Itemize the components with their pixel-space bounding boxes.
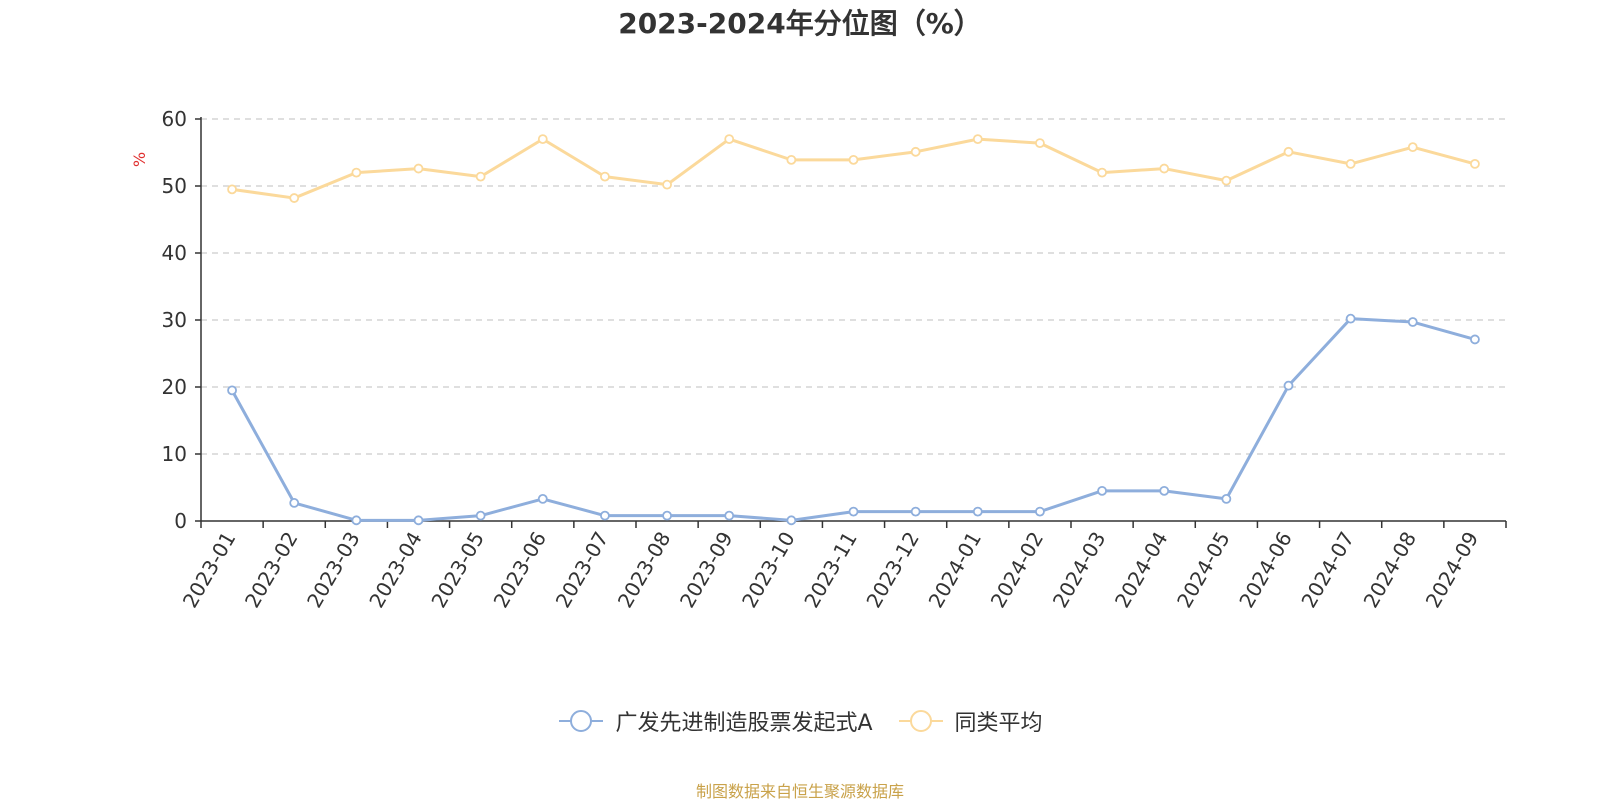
data-source-note: 制图数据来自恒生聚源数据库 <box>695 782 904 801</box>
x-tick-label-6: 2023-07 <box>551 528 614 612</box>
series-1-point-18 <box>1345 158 1356 169</box>
series-0-point-18 <box>1345 313 1356 324</box>
x-tick-label-20: 2024-09 <box>1421 528 1484 612</box>
x-tick-label-18: 2024-07 <box>1296 528 1359 612</box>
x-tick-label-16: 2024-05 <box>1172 528 1235 612</box>
series-1-point-6 <box>600 171 610 182</box>
series-0-point-13 <box>1035 506 1045 517</box>
x-tick-label-9: 2023-10 <box>737 528 800 612</box>
series-0-point-0 <box>227 385 237 396</box>
series-line-0 <box>230 317 1476 522</box>
series-0-point-11 <box>910 506 921 517</box>
series-1-point-5 <box>537 134 548 145</box>
series-0-point-14 <box>1097 485 1107 496</box>
series-0-point-20 <box>1470 334 1480 345</box>
series-0-point-3 <box>413 515 424 526</box>
series-0-point-2 <box>351 515 362 526</box>
series-0-point-1 <box>289 498 300 508</box>
legend: 广发先进制造股票发起式A 同类平均 <box>0 705 1600 737</box>
x-tick-label-14: 2024-03 <box>1048 528 1111 612</box>
series-1-point-4 <box>475 171 486 182</box>
y-tick-label-5: 50 <box>162 174 187 198</box>
series-1-point-2 <box>351 167 362 178</box>
series-1-point-8 <box>724 134 735 145</box>
x-tick-label-10: 2023-11 <box>799 528 862 612</box>
x-tick-label-17: 2024-06 <box>1234 528 1297 612</box>
series-1-point-13 <box>1035 138 1045 149</box>
series-1-point-12 <box>972 134 983 145</box>
x-tick-label-3: 2023-04 <box>364 528 427 612</box>
series-0-point-17 <box>1283 380 1294 391</box>
series-1-point-20 <box>1470 158 1480 169</box>
y-tick-label-2: 20 <box>162 375 187 399</box>
x-tick-label-1: 2023-02 <box>240 528 303 612</box>
series-1-point-3 <box>413 163 424 174</box>
y-tick-label-3: 30 <box>162 308 187 332</box>
y-tick-label-6: 60 <box>162 107 187 131</box>
series-0-point-9 <box>786 515 797 526</box>
series-1-point-10 <box>848 154 859 165</box>
series-1-point-0 <box>227 184 237 195</box>
y-tick-label-4: 40 <box>162 241 187 265</box>
series-1-point-19 <box>1407 142 1418 153</box>
series-0-point-19 <box>1407 317 1418 327</box>
series-0-point-8 <box>724 510 735 521</box>
series-1-point-1 <box>289 193 300 203</box>
series-0-point-5 <box>537 493 548 504</box>
x-tick-label-15: 2024-04 <box>1110 528 1173 612</box>
series-0-point-7 <box>662 510 672 521</box>
x-tick-label-8: 2023-09 <box>675 528 738 612</box>
series-1-point-17 <box>1283 146 1294 157</box>
y-tick-label-0: 0 <box>174 509 187 533</box>
series-0-point-4 <box>475 510 486 521</box>
legend-label-series-1: 同类平均 <box>954 711 1043 736</box>
chart-title: 2023-2024年分位图（%） <box>618 7 982 40</box>
x-tick-label-13: 2024-02 <box>986 528 1049 612</box>
series-0-point-10 <box>848 506 859 517</box>
x-tick-label-11: 2023-12 <box>861 528 924 612</box>
series-0-point-16 <box>1221 493 1232 504</box>
x-tick-label-5: 2023-06 <box>489 528 552 612</box>
legend-item-series-0[interactable]: 广发先进制造股票发起式A <box>557 705 873 737</box>
x-tick-label-4: 2023-05 <box>426 528 489 612</box>
series-1-point-9 <box>786 154 797 165</box>
legend-marker-series-0 <box>559 710 604 732</box>
x-tick-label-0: 2023-01 <box>178 528 241 612</box>
series-1-point-16 <box>1221 175 1232 186</box>
x-tick-label-12: 2024-01 <box>924 527 987 611</box>
series-1-point-14 <box>1097 167 1107 178</box>
y-tick-label-1: 10 <box>162 442 187 466</box>
x-tick-label-19: 2024-08 <box>1359 528 1422 612</box>
series-0-point-6 <box>600 510 610 521</box>
series-1-point-7 <box>662 179 672 190</box>
legend-marker-series-1 <box>898 710 943 732</box>
series-1-point-11 <box>910 146 921 157</box>
x-tick-label-2: 2023-03 <box>302 528 365 612</box>
series-0-point-15 <box>1159 485 1170 496</box>
x-tick-label-7: 2023-08 <box>613 528 676 612</box>
series-1-point-15 <box>1159 163 1170 174</box>
legend-label-series-0: 广发先进制造股票发起式A <box>615 711 873 736</box>
legend-item-series-1[interactable]: 同类平均 <box>897 705 1043 737</box>
series-0-point-12 <box>972 506 983 517</box>
